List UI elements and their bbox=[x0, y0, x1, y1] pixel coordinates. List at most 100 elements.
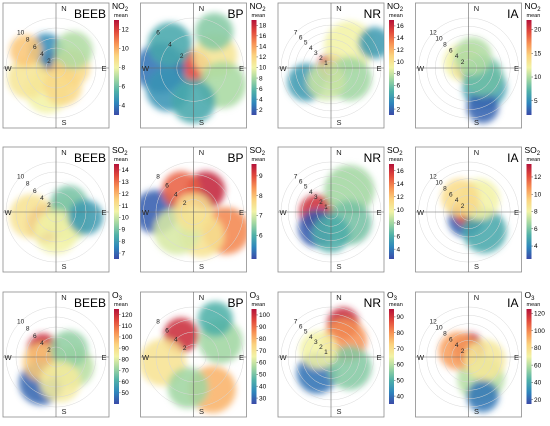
colorbar-tick-label: 14 bbox=[259, 44, 267, 51]
colorbar-tick-label: 110 bbox=[122, 323, 133, 330]
radial-label: 3 bbox=[314, 50, 318, 57]
colorbar-tick-label: 100 bbox=[122, 334, 133, 341]
station-title: BEEB bbox=[74, 296, 106, 310]
compass-label-n: N bbox=[61, 293, 66, 302]
colorbar bbox=[251, 164, 257, 259]
colorbar-tick-label: 10 bbox=[534, 74, 542, 81]
radial-label: 6 bbox=[299, 179, 303, 186]
pollutant-label: O3 bbox=[525, 290, 536, 302]
colorbar bbox=[389, 20, 394, 115]
colorbar bbox=[526, 309, 532, 404]
radial-label: 4 bbox=[174, 336, 178, 343]
colorbar-tick-label: 10 bbox=[397, 207, 405, 214]
colorbar-tick-label: 70 bbox=[259, 348, 267, 355]
radial-label: 8 bbox=[26, 326, 30, 333]
radial-label: 1 bbox=[324, 60, 328, 67]
radial-label: 2 bbox=[47, 58, 51, 65]
radial-label: 12 bbox=[429, 319, 437, 326]
radial-label: 4 bbox=[309, 334, 313, 341]
radial-label: 4 bbox=[309, 189, 313, 196]
radial-label: 3 bbox=[314, 339, 318, 346]
radial-label: 7 bbox=[294, 174, 298, 181]
colorbar-title: mean bbox=[252, 302, 266, 308]
colorbar bbox=[114, 309, 119, 404]
radial-label: 6 bbox=[299, 35, 303, 42]
compass-label-w: W bbox=[279, 64, 287, 73]
colorbar-tick-label: 100 bbox=[259, 312, 270, 319]
colorbar-tick-label: 6 bbox=[397, 83, 401, 90]
colorbar-tick-label: 16 bbox=[259, 33, 267, 40]
station-title: BP bbox=[227, 7, 243, 21]
radial-label: 6 bbox=[33, 44, 37, 51]
colorbar-tick-label: 11 bbox=[122, 203, 129, 210]
compass-label-n: N bbox=[199, 4, 204, 13]
colorbar-tick-label: 80 bbox=[397, 330, 405, 337]
colorbar bbox=[389, 309, 394, 404]
radial-label: 6 bbox=[449, 336, 453, 343]
colorbar-tick-label: 4 bbox=[122, 103, 126, 110]
pollutant-label: NO2 bbox=[112, 1, 129, 13]
radial-label: 4 bbox=[455, 197, 459, 204]
heat-blob bbox=[195, 12, 234, 51]
colorbar bbox=[526, 20, 532, 115]
colorbar-tick-label: 50 bbox=[397, 377, 405, 384]
compass-label-n: N bbox=[61, 4, 66, 13]
radial-label: 8 bbox=[26, 37, 30, 44]
colorbar bbox=[251, 20, 257, 115]
colorbar bbox=[114, 20, 119, 115]
colorbar-tick-label: 14 bbox=[397, 181, 405, 188]
pollutant-label: NO2 bbox=[250, 1, 267, 13]
radial-label: 2 bbox=[461, 59, 465, 66]
radial-label: 1 bbox=[324, 204, 328, 211]
station-title: BEEB bbox=[74, 151, 106, 165]
compass-label-s: S bbox=[61, 118, 66, 127]
compass-label-s: S bbox=[474, 407, 479, 416]
radial-label: 6 bbox=[299, 324, 303, 331]
compass-label-e: E bbox=[239, 64, 244, 73]
pollutant-label: SO2 bbox=[525, 145, 541, 157]
station-title: IA bbox=[507, 296, 518, 310]
compass-label-w: W bbox=[279, 353, 287, 362]
pollutant-label: SO2 bbox=[112, 145, 128, 157]
colorbar-tick-label: 80 bbox=[122, 357, 130, 364]
radial-label: 6 bbox=[33, 333, 37, 340]
heat-blob bbox=[50, 330, 88, 369]
compass-label-e: E bbox=[101, 208, 106, 217]
radial-label: 8 bbox=[443, 41, 447, 48]
colorbar-tick-label: 13 bbox=[122, 179, 130, 186]
colorbar-tick-label: 16 bbox=[397, 168, 405, 175]
colorbar-tick-label: 10 bbox=[259, 65, 267, 72]
colorbar-title: mean bbox=[389, 302, 403, 308]
colorbar-tick-label: 50 bbox=[122, 390, 130, 397]
colorbar-tick-label: 12 bbox=[122, 27, 130, 34]
heat-blob bbox=[453, 37, 492, 76]
compass-label-w: W bbox=[417, 64, 425, 73]
colorbar-tick-label: 9 bbox=[259, 173, 263, 180]
compass-label-s: S bbox=[61, 262, 66, 271]
colorbar-tick-label: 20 bbox=[534, 27, 542, 34]
pollutant-label: O3 bbox=[112, 290, 123, 302]
compass-label-e: E bbox=[239, 353, 244, 362]
colorbar-tick-label: 10 bbox=[534, 191, 542, 198]
pollutant-label: SO2 bbox=[250, 145, 266, 157]
radial-label: 12 bbox=[429, 174, 437, 181]
colorbar-tick-label: 4 bbox=[397, 246, 401, 253]
compass-label-n: N bbox=[336, 148, 341, 157]
radial-label: 4 bbox=[174, 191, 178, 198]
compass-label-s: S bbox=[199, 118, 204, 127]
colorbar-tick-label: 90 bbox=[397, 314, 405, 321]
radial-label: 10 bbox=[435, 36, 443, 43]
compass-label-e: E bbox=[514, 353, 519, 362]
radial-label: 10 bbox=[435, 180, 443, 187]
compass-label-n: N bbox=[474, 293, 479, 302]
radial-label: 2 bbox=[47, 202, 51, 209]
colorbar-tick-label: 6 bbox=[259, 232, 263, 239]
colorbar-tick-label: 7 bbox=[122, 250, 126, 257]
radial-label: 7 bbox=[294, 30, 298, 37]
radial-label: 6 bbox=[165, 328, 169, 335]
station-title: BP bbox=[227, 151, 243, 165]
colorbar-tick-label: 90 bbox=[122, 345, 130, 352]
heat-blob bbox=[197, 301, 233, 337]
